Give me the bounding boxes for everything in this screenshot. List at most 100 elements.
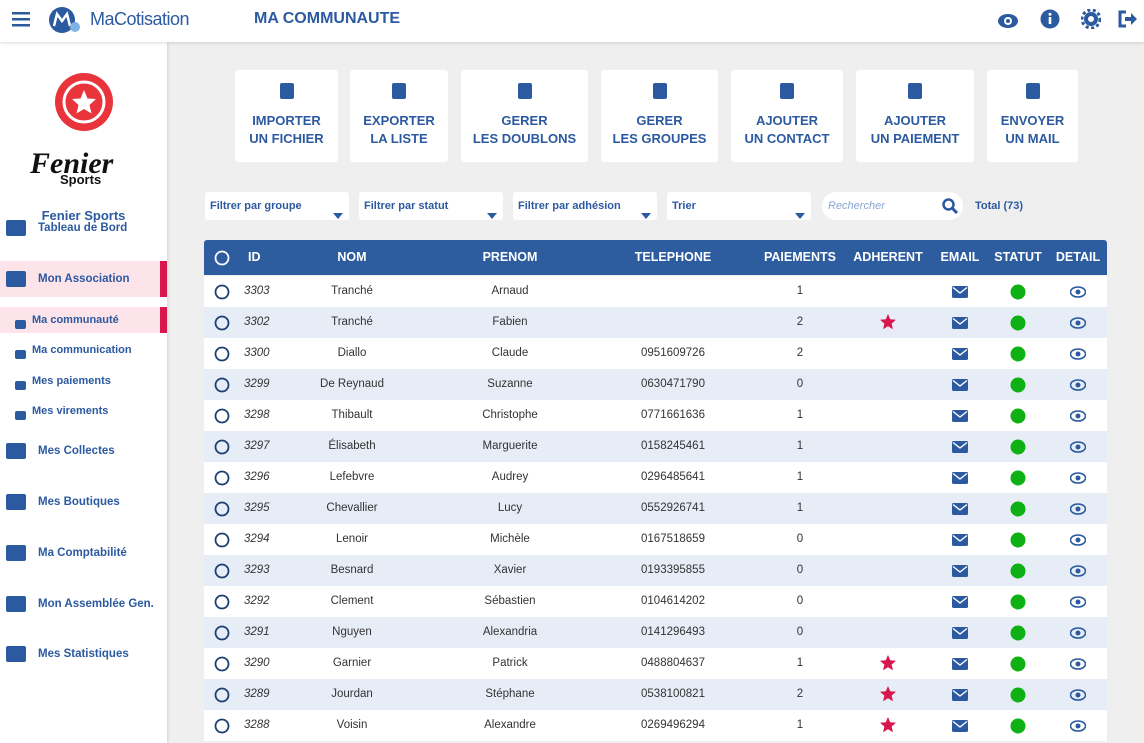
row-radio[interactable]: [214, 594, 230, 610]
logout-button[interactable]: [1118, 10, 1138, 28]
info-button[interactable]: [1040, 9, 1060, 29]
detail-button[interactable]: [1069, 533, 1087, 546]
icon-svg: [1025, 83, 1040, 99]
icon-svg: [214, 377, 230, 393]
email-button[interactable]: [952, 440, 968, 453]
icon-svg: [1069, 286, 1087, 298]
menu-item[interactable]: Mon Association: [0, 261, 167, 297]
icon-svg: [952, 379, 968, 391]
email-button[interactable]: [952, 471, 968, 484]
row-radio[interactable]: [214, 346, 230, 362]
filter-select[interactable]: Filtrer par groupe: [205, 192, 349, 220]
cell-telephone: 0158245461: [641, 440, 705, 452]
filter-label: Trier: [672, 200, 696, 212]
detail-button[interactable]: [1069, 657, 1087, 670]
menu-item[interactable]: Mes Boutiques: [0, 484, 167, 520]
detail-button[interactable]: [1069, 409, 1087, 422]
row-radio[interactable]: [214, 625, 230, 641]
icon-shape: [880, 655, 896, 671]
detail-button[interactable]: [1069, 595, 1087, 608]
status-dot: [1010, 656, 1026, 672]
action-button[interactable]: GERER LES GROUPES: [601, 70, 718, 162]
table-row: 3297 Élisabeth Marguerite 0158245461 1: [204, 431, 1107, 462]
row-radio[interactable]: [214, 501, 230, 517]
email-button[interactable]: [952, 285, 968, 298]
filter-select[interactable]: Filtrer par statut: [359, 192, 503, 220]
search-box[interactable]: Rechercher: [822, 192, 963, 220]
action-button[interactable]: GERER LES DOUBLONS: [461, 70, 588, 162]
menu-item[interactable]: Mes paiements: [0, 368, 167, 394]
detail-button[interactable]: [1069, 564, 1087, 577]
email-button[interactable]: [952, 657, 968, 670]
menu-item[interactable]: Ma communauté: [0, 307, 167, 333]
action-button[interactable]: ENVOYER UN MAIL: [987, 70, 1078, 162]
cell-id: 3289: [244, 688, 270, 700]
icon-shape: [214, 718, 230, 734]
icon-svg: [952, 720, 968, 732]
brand-logo[interactable]: [48, 5, 80, 35]
row-radio[interactable]: [214, 470, 230, 486]
menu-item[interactable]: Tableau de Bord: [0, 210, 167, 246]
email-button[interactable]: [952, 347, 968, 360]
detail-button[interactable]: [1069, 378, 1087, 391]
filter-select[interactable]: Filtrer par adhésion: [513, 192, 657, 220]
detail-button[interactable]: [1069, 471, 1087, 484]
icon-shape: [1069, 317, 1087, 329]
cell-paiements: 2: [796, 316, 804, 328]
email-button[interactable]: [952, 688, 968, 701]
action-button[interactable]: EXPORTER LA LISTE: [350, 70, 448, 162]
email-button[interactable]: [952, 502, 968, 515]
detail-button[interactable]: [1069, 440, 1087, 453]
row-radio[interactable]: [214, 532, 230, 548]
filter-select[interactable]: Trier: [667, 192, 811, 220]
action-button[interactable]: AJOUTER UN CONTACT: [731, 70, 843, 162]
email-button[interactable]: [952, 409, 968, 422]
action-label: AJOUTER: [883, 113, 947, 128]
detail-button[interactable]: [1069, 688, 1087, 701]
brand[interactable]: MaCotisation: [90, 9, 190, 29]
email-button[interactable]: [952, 595, 968, 608]
detail-button[interactable]: [1069, 316, 1087, 329]
detail-button[interactable]: [1069, 502, 1087, 515]
icon-svg: [1010, 501, 1026, 517]
menu-item[interactable]: Mes Collectes: [0, 433, 167, 469]
row-radio[interactable]: [214, 284, 230, 300]
detail-button[interactable]: [1069, 285, 1087, 298]
row-radio[interactable]: [214, 656, 230, 672]
row-radio[interactable]: [214, 315, 230, 331]
email-button[interactable]: [952, 564, 968, 577]
preview-button[interactable]: [997, 10, 1019, 32]
detail-button[interactable]: [1069, 347, 1087, 360]
email-button[interactable]: [952, 533, 968, 546]
status-dot: [1010, 346, 1026, 362]
menu-item[interactable]: Ma communication: [0, 337, 167, 363]
email-button[interactable]: [952, 719, 968, 732]
row-radio[interactable]: [214, 687, 230, 703]
menu-item[interactable]: Ma Comptabilité: [0, 535, 167, 571]
menu-label: Ma communauté: [32, 314, 119, 326]
cell-paiements: 0: [796, 626, 804, 638]
row-radio[interactable]: [214, 718, 230, 734]
detail-button[interactable]: [1069, 626, 1087, 639]
cell-nom: Tranché: [331, 285, 373, 297]
action-button[interactable]: IMPORTER UN FICHIER: [235, 70, 338, 162]
settings-button[interactable]: [1080, 8, 1102, 30]
icon-shape: [1069, 472, 1087, 484]
select-all-radio[interactable]: [214, 250, 230, 266]
action-button[interactable]: AJOUTER UN PAIEMENT: [856, 70, 974, 162]
icon-shape: [1010, 284, 1026, 300]
detail-button[interactable]: [1069, 719, 1087, 732]
row-radio[interactable]: [214, 439, 230, 455]
row-radio[interactable]: [214, 563, 230, 579]
row-radio[interactable]: [214, 377, 230, 393]
icon-shape: [70, 22, 80, 32]
email-button[interactable]: [952, 378, 968, 391]
row-radio[interactable]: [214, 408, 230, 424]
menu-button[interactable]: [12, 11, 30, 27]
menu-item[interactable]: Mon Assemblée Gen.: [0, 586, 167, 622]
cell-telephone: 0104614202: [641, 595, 705, 607]
email-button[interactable]: [952, 316, 968, 329]
menu-item[interactable]: Mes virements: [0, 398, 167, 424]
menu-item[interactable]: Mes Statistiques: [0, 636, 167, 672]
email-button[interactable]: [952, 626, 968, 639]
